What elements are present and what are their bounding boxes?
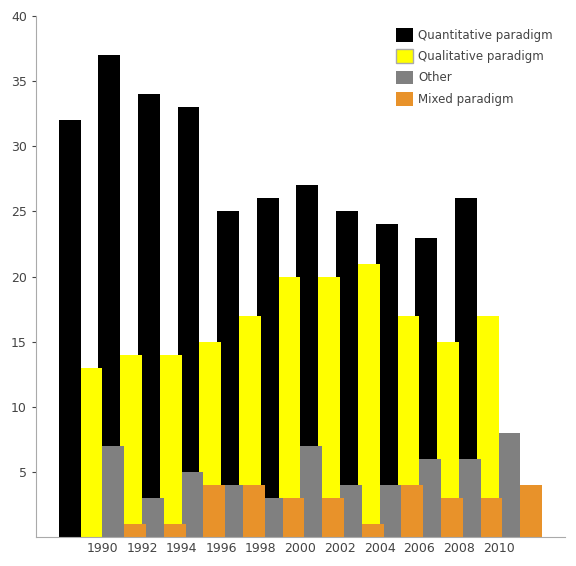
Bar — [203, 485, 225, 537]
Bar — [319, 277, 340, 537]
Bar — [120, 355, 142, 537]
Bar — [336, 212, 358, 537]
Bar — [297, 186, 319, 537]
Bar — [257, 199, 279, 537]
Bar — [81, 368, 103, 537]
Bar — [441, 498, 463, 537]
Legend: Quantitative paradigm, Qualitative paradigm, Other, Mixed paradigm: Quantitative paradigm, Qualitative parad… — [390, 22, 559, 112]
Bar — [477, 316, 499, 537]
Bar — [181, 472, 203, 537]
Bar — [322, 498, 344, 537]
Bar — [279, 277, 301, 537]
Bar — [217, 212, 239, 537]
Bar — [124, 524, 146, 537]
Bar — [283, 498, 304, 537]
Bar — [98, 55, 120, 537]
Bar — [419, 459, 441, 537]
Bar — [415, 238, 437, 537]
Bar — [243, 485, 265, 537]
Bar — [138, 95, 160, 537]
Bar — [481, 498, 502, 537]
Bar — [59, 121, 81, 537]
Bar — [221, 485, 243, 537]
Bar — [301, 446, 322, 537]
Bar — [376, 225, 397, 537]
Bar — [459, 459, 481, 537]
Bar — [380, 485, 401, 537]
Bar — [261, 498, 283, 537]
Bar — [160, 355, 181, 537]
Bar — [239, 316, 261, 537]
Bar — [499, 433, 520, 537]
Bar — [103, 446, 124, 537]
Bar — [199, 342, 221, 537]
Bar — [177, 108, 199, 537]
Bar — [362, 524, 384, 537]
Bar — [340, 485, 362, 537]
Bar — [142, 498, 164, 537]
Bar — [437, 342, 459, 537]
Bar — [164, 524, 185, 537]
Bar — [455, 199, 477, 537]
Bar — [358, 264, 380, 537]
Bar — [397, 316, 419, 537]
Bar — [520, 485, 542, 537]
Bar — [401, 485, 423, 537]
